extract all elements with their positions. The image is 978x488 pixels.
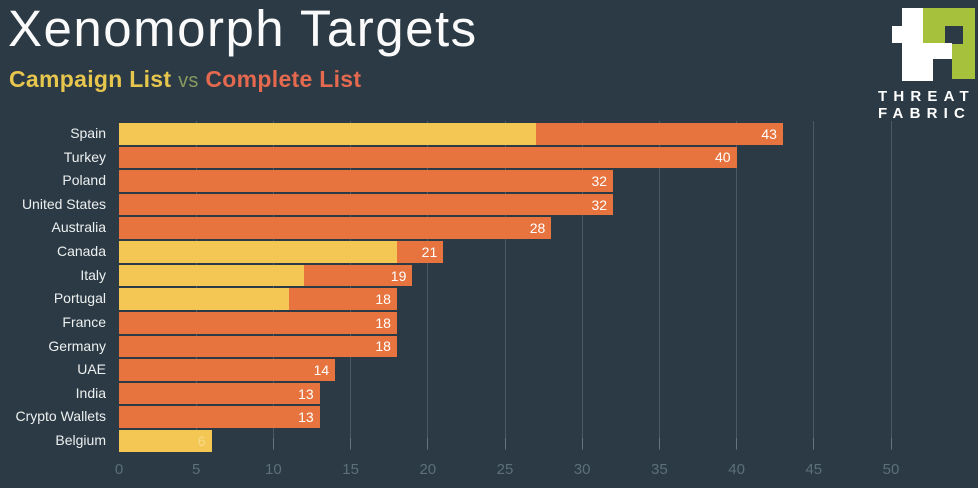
bar-row: 19 xyxy=(119,264,413,287)
threatfabric-logo-icon xyxy=(892,8,975,81)
category-label: UAE xyxy=(77,361,106,378)
gridline xyxy=(658,121,660,450)
legend-campaign-list: Campaign List xyxy=(9,66,172,92)
value-label: 6 xyxy=(197,432,206,449)
category-label: Poland xyxy=(62,172,106,189)
bar-row: 13 xyxy=(119,406,320,429)
gridline xyxy=(890,121,892,450)
category-label: Crypto Wallets xyxy=(15,408,106,425)
value-label: 32 xyxy=(591,196,608,213)
legend-vs-text: vs xyxy=(178,70,199,92)
value-label: 18 xyxy=(375,338,391,355)
category-label: Turkey xyxy=(63,148,106,165)
bar-row: 43 xyxy=(119,123,783,145)
axis-tick-label: 5 xyxy=(192,461,201,478)
complete-list-bar xyxy=(119,359,336,381)
axis-tick-label: 40 xyxy=(728,461,745,478)
axis-tick xyxy=(890,438,892,449)
bar-row: 6 xyxy=(119,430,212,452)
axis-tick-label: 0 xyxy=(114,461,124,478)
axis-tick-label: 30 xyxy=(573,461,591,478)
axis-tick-label: 25 xyxy=(496,461,514,478)
gridline xyxy=(427,121,429,450)
complete-list-bar xyxy=(119,217,552,240)
value-label: 21 xyxy=(421,243,438,260)
gridline xyxy=(581,121,583,450)
logo-text-threat: THREAT xyxy=(878,88,975,105)
category-label: Portugal xyxy=(53,290,106,307)
threatfabric-logo: THREAT FABRIC xyxy=(878,6,978,122)
gridline xyxy=(504,121,506,450)
value-label: 18 xyxy=(375,314,391,331)
axis-tick xyxy=(581,438,583,449)
complete-list-bar xyxy=(119,146,737,169)
complete-list-bar xyxy=(119,382,320,405)
logo-text-fabric: FABRIC xyxy=(878,105,972,122)
bar-row: 28 xyxy=(119,217,552,240)
campaign-list-bar xyxy=(119,430,212,452)
category-label: Australia xyxy=(51,219,106,236)
bar-row: 13 xyxy=(119,382,320,405)
axis-tick xyxy=(350,438,352,449)
axis-tick xyxy=(504,438,506,449)
bar-row: 14 xyxy=(119,359,336,381)
value-label: 40 xyxy=(715,149,731,166)
value-label: 43 xyxy=(761,125,777,142)
axis-tick xyxy=(658,438,660,449)
axis-tick xyxy=(736,438,738,449)
category-label: France xyxy=(62,313,106,330)
category-label: India xyxy=(75,384,106,401)
value-label: 28 xyxy=(529,220,546,237)
bar-row: 40 xyxy=(119,146,737,169)
category-label: United States xyxy=(21,195,106,212)
subtitle-legend: Campaign List vs Complete List xyxy=(9,66,361,93)
gridline xyxy=(736,121,738,450)
complete-list-bar xyxy=(119,170,614,192)
axis-tick-label: 10 xyxy=(265,461,282,478)
value-label: 13 xyxy=(298,409,314,426)
axis-tick-label: 15 xyxy=(342,461,359,478)
bar-row: 32 xyxy=(119,170,614,192)
axis-tick xyxy=(427,438,429,449)
axis-tick-label: 35 xyxy=(651,461,668,478)
category-label: Italy xyxy=(80,266,106,283)
category-label: Spain xyxy=(70,125,106,141)
bar-row: 18 xyxy=(119,335,397,358)
value-label: 13 xyxy=(298,385,314,402)
campaign-list-bar xyxy=(119,264,305,287)
category-label: Belgium xyxy=(55,432,106,449)
campaign-list-bar xyxy=(119,123,536,145)
bar-row: 21 xyxy=(119,241,444,263)
value-label: 14 xyxy=(313,361,330,378)
complete-list-bar xyxy=(119,335,397,358)
legend-complete-list: Complete List xyxy=(205,66,362,92)
bar-row: 18 xyxy=(119,288,397,310)
value-label: 32 xyxy=(591,173,608,190)
complete-list-bar xyxy=(119,193,614,216)
bar-row: 32 xyxy=(119,193,614,216)
campaign-list-bar xyxy=(119,288,289,310)
campaign-list-bar xyxy=(119,241,397,263)
category-label: Germany xyxy=(48,337,106,354)
axis-tick xyxy=(813,438,815,449)
value-label: 18 xyxy=(375,291,391,308)
category-label: Canada xyxy=(56,243,106,260)
axis-tick xyxy=(272,438,274,449)
complete-list-bar xyxy=(119,311,397,334)
complete-list-bar xyxy=(119,406,320,429)
page-title: Xenomorph Targets xyxy=(8,0,478,57)
value-label: 19 xyxy=(390,267,407,284)
gridline xyxy=(813,121,815,450)
axis-tick-label: 20 xyxy=(419,461,437,478)
bar-row: 18 xyxy=(119,311,397,334)
axis-tick-label: 45 xyxy=(805,461,823,478)
axis-tick-label: 50 xyxy=(882,461,900,478)
